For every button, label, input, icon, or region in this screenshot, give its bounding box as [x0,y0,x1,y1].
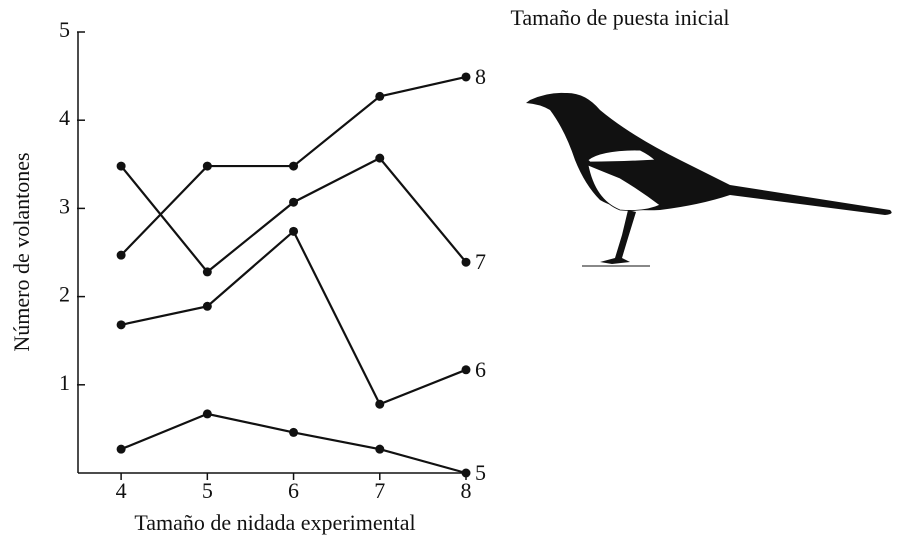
data-point [375,444,385,454]
series-label: 5 [475,460,486,485]
series-label: 6 [475,357,486,382]
x-tick-label: 7 [374,478,385,503]
data-point [202,301,212,311]
data-point [289,427,299,437]
data-point [461,365,471,375]
x-tick-label: 4 [116,478,127,503]
y-tick-label: 2 [59,282,70,307]
data-point [375,399,385,409]
series-line [120,156,467,274]
data-point [461,72,471,82]
data-point [116,250,126,260]
data-point [461,468,471,478]
y-tick-label: 1 [59,370,70,395]
magpie-illustration [526,92,892,267]
x-tick-label: 5 [202,478,213,503]
data-point [116,161,126,171]
data-point [116,320,126,330]
data-point [289,197,299,207]
data-point [289,161,299,171]
legend-title: Tamaño de puesta inicial [511,5,730,30]
series-line [120,412,467,475]
data-point [375,153,385,163]
y-tick-label: 5 [59,17,70,42]
data-point [375,91,385,101]
data-point [461,257,471,267]
y-axis-label: Número de volantones [9,152,34,351]
y-tick-label: 3 [59,193,70,218]
y-tick-label: 4 [59,105,70,130]
series-line [120,229,467,406]
series-label: 7 [475,249,486,274]
x-tick-label: 8 [461,478,472,503]
data-point [202,161,212,171]
data-point [202,267,212,277]
data-point [116,444,126,454]
series-label: 8 [475,64,486,89]
x-tick-label: 6 [288,478,299,503]
x-axis-label: Tamaño de nidada experimental [134,510,415,535]
data-point [202,409,212,419]
data-point [289,226,299,236]
